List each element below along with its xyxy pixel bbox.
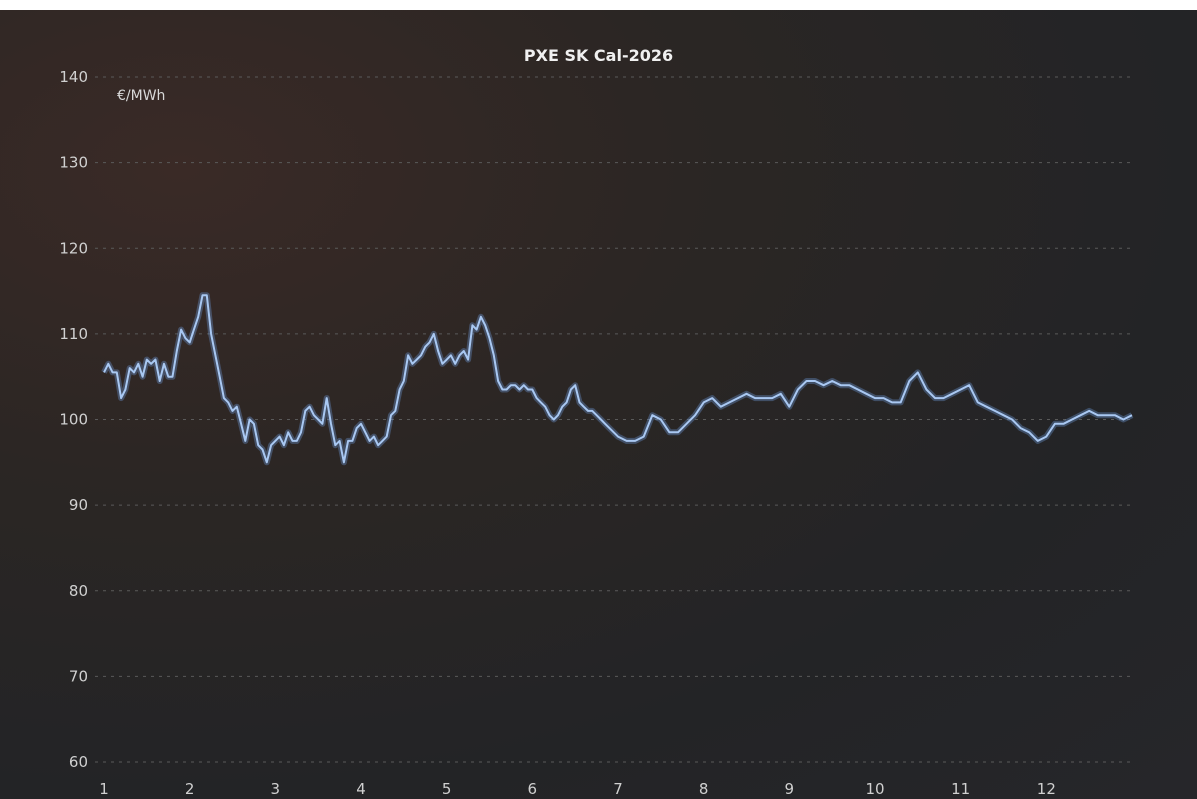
x-tick-label: 3	[271, 780, 281, 798]
series-lines	[101, 292, 1134, 466]
x-tick-label: 5	[442, 780, 452, 798]
y-tick-label: 80	[69, 582, 88, 600]
x-tick-label: 10	[865, 780, 884, 798]
y-tick-label: 70	[69, 667, 88, 685]
x-axis-ticks: 1 2 3 4 5 6 7 8 9 10 11 12	[99, 780, 1056, 798]
y-axis-ticks: 60 70 80 90 100 110 120 130 140	[59, 68, 88, 771]
y-unit-label: €/MWh	[117, 88, 166, 104]
y-tick-label: 140	[59, 68, 88, 86]
x-tick-label: 11	[951, 780, 970, 798]
series-line	[103, 294, 1133, 464]
x-tick-label: 4	[356, 780, 366, 798]
y-tick-label: 100	[59, 411, 88, 429]
x-tick-label: 1	[99, 780, 109, 798]
chart-title: PXE SK Cal-2026	[523, 46, 674, 65]
chart-area: PXE SK Cal-2026 €/MWh	[0, 10, 1197, 799]
x-tick-label: 6	[528, 780, 538, 798]
x-tick-label: 8	[699, 780, 709, 798]
x-tick-label: 9	[785, 780, 795, 798]
y-tick-label: 90	[69, 496, 88, 514]
y-tick-label: 120	[59, 239, 88, 257]
y-tick-label: 110	[59, 325, 88, 343]
y-tick-label: 130	[59, 154, 88, 172]
x-tick-label: 12	[1037, 780, 1056, 798]
gridlines	[95, 76, 1135, 763]
x-tick-label: 2	[185, 780, 195, 798]
y-tick-label: 60	[69, 753, 88, 771]
x-tick-label: 7	[613, 780, 623, 798]
